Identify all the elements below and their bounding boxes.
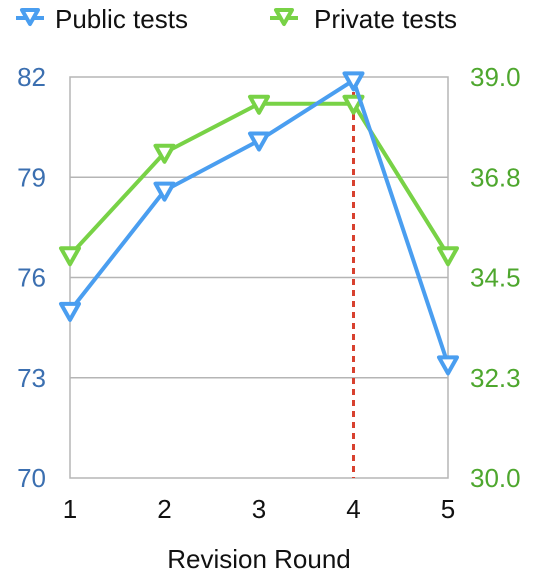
data-point-marker: [248, 94, 270, 115]
gridlines: [70, 176, 448, 379]
data-point-marker: [437, 355, 459, 376]
right-axis-ticks: 39.0 36.8 34.5 32.3 30.0: [470, 62, 521, 493]
x-tick-label: 5: [441, 494, 455, 524]
right-tick-label: 30.0: [470, 463, 521, 493]
left-axis-ticks: 82 79 76 73 70: [17, 62, 46, 493]
x-tick-label: 4: [346, 494, 360, 524]
right-tick-label: 34.5: [470, 263, 521, 293]
x-axis-title: Revision Round: [167, 544, 351, 574]
data-point-marker: [342, 71, 365, 92]
left-tick-label: 70: [17, 463, 46, 493]
data-point-marker: [342, 94, 365, 115]
x-tick-label: 3: [252, 494, 266, 524]
x-tick-label: 2: [157, 494, 171, 524]
x-axis-ticks: 1 2 3 4 5: [63, 494, 455, 524]
legend-item-private: Private tests: [270, 4, 457, 34]
right-tick-label: 36.8: [470, 162, 521, 192]
legend: Public tests Private tests: [16, 4, 457, 34]
left-tick-label: 82: [17, 62, 46, 92]
legend-marker-private: [274, 8, 294, 26]
data-point-marker: [437, 246, 459, 267]
x-tick-label: 1: [63, 494, 77, 524]
legend-label-public: Public tests: [55, 4, 188, 34]
left-tick-label: 79: [17, 162, 46, 192]
left-tick-label: 76: [17, 263, 46, 293]
data-point-marker: [153, 181, 176, 202]
series-line: [68, 78, 450, 366]
series-private: [59, 94, 459, 267]
data-point-marker: [153, 143, 176, 164]
legend-item-public: Public tests: [16, 4, 188, 34]
legend-label-private: Private tests: [314, 4, 457, 34]
legend-marker-public: [20, 8, 40, 26]
right-tick-label: 32.3: [470, 363, 521, 393]
series-line: [68, 101, 450, 257]
series-public: [59, 71, 459, 376]
data-point-marker: [59, 246, 81, 267]
right-tick-label: 39.0: [470, 62, 521, 92]
data-point-marker: [248, 131, 270, 152]
series-layer: [59, 71, 459, 376]
data-point-marker: [59, 301, 81, 322]
left-tick-label: 73: [17, 363, 46, 393]
